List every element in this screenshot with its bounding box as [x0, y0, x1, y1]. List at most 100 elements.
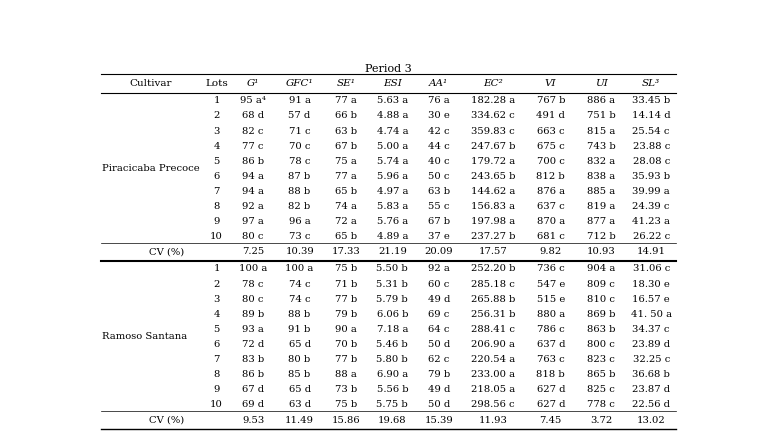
Text: 70 c: 70 c [289, 142, 310, 151]
Text: 298.56 c: 298.56 c [471, 401, 515, 409]
Text: 40 c: 40 c [428, 157, 449, 166]
Text: 863 b: 863 b [587, 325, 615, 334]
Text: 26.22 c: 26.22 c [633, 232, 670, 241]
Text: 7.45: 7.45 [540, 416, 562, 425]
Text: 4.74 a: 4.74 a [377, 127, 408, 136]
Text: 8: 8 [213, 202, 220, 211]
Text: Cultivar: Cultivar [130, 79, 172, 88]
Text: 5.63 a: 5.63 a [377, 96, 408, 105]
Text: 220.54 a: 220.54 a [471, 355, 515, 364]
Text: GFC¹: GFC¹ [286, 79, 313, 88]
Text: 5.96 a: 5.96 a [377, 172, 408, 181]
Text: SE¹: SE¹ [337, 79, 356, 88]
Text: 65 d: 65 d [289, 385, 311, 394]
Text: 41. 50 a: 41. 50 a [631, 310, 672, 319]
Text: 95 a⁴: 95 a⁴ [240, 96, 266, 105]
Text: 28.08 c: 28.08 c [632, 157, 670, 166]
Text: 55 c: 55 c [428, 202, 449, 211]
Text: 49 d: 49 d [428, 385, 450, 394]
Text: 73 c: 73 c [289, 232, 310, 241]
Text: 3.72: 3.72 [590, 416, 612, 425]
Text: 252.20 b: 252.20 b [471, 264, 515, 273]
Text: 865 b: 865 b [587, 370, 615, 379]
Text: 823 c: 823 c [587, 355, 615, 364]
Text: 60 c: 60 c [428, 280, 449, 289]
Text: 786 c: 786 c [537, 325, 565, 334]
Text: 700 c: 700 c [537, 157, 565, 166]
Text: 233.00 a: 233.00 a [471, 370, 515, 379]
Text: 2: 2 [213, 280, 220, 289]
Text: 5.76 a: 5.76 a [377, 217, 408, 226]
Text: G¹: G¹ [247, 79, 259, 88]
Text: 904 a: 904 a [587, 264, 615, 273]
Text: 247.67 b: 247.67 b [471, 142, 515, 151]
Text: 5.83 a: 5.83 a [377, 202, 408, 211]
Text: 6: 6 [214, 340, 220, 349]
Text: ESI: ESI [383, 79, 402, 88]
Text: 5.31 b: 5.31 b [377, 280, 409, 289]
Text: 77 a: 77 a [335, 96, 357, 105]
Text: 82 c: 82 c [243, 127, 264, 136]
Text: 70 b: 70 b [335, 340, 357, 349]
Text: 14.14 d: 14.14 d [632, 112, 671, 120]
Text: 832 a: 832 a [587, 157, 615, 166]
Text: 39.99 a: 39.99 a [632, 187, 670, 196]
Text: 736 c: 736 c [537, 264, 565, 273]
Text: 825 c: 825 c [587, 385, 615, 394]
Text: 13.02: 13.02 [637, 416, 666, 425]
Text: CV (%): CV (%) [149, 248, 184, 256]
Text: 10: 10 [210, 232, 223, 241]
Text: 7.25: 7.25 [242, 248, 265, 256]
Text: 7: 7 [213, 187, 220, 196]
Text: 10.39: 10.39 [285, 248, 314, 256]
Text: 50 d: 50 d [428, 340, 449, 349]
Text: 83 b: 83 b [242, 355, 265, 364]
Text: 49 d: 49 d [428, 295, 450, 304]
Text: 37 e: 37 e [428, 232, 449, 241]
Text: 763 c: 763 c [537, 355, 565, 364]
Text: 65 b: 65 b [335, 187, 357, 196]
Text: 36.68 b: 36.68 b [632, 370, 670, 379]
Text: 78 c: 78 c [289, 157, 310, 166]
Text: 1: 1 [213, 96, 220, 105]
Text: 71 b: 71 b [335, 280, 357, 289]
Text: 681 c: 681 c [537, 232, 565, 241]
Text: 74 c: 74 c [289, 295, 311, 304]
Text: 31.06 c: 31.06 c [632, 264, 670, 273]
Text: 77 c: 77 c [243, 142, 264, 151]
Text: 675 c: 675 c [537, 142, 565, 151]
Text: 288.41 c: 288.41 c [471, 325, 515, 334]
Text: 206.90 a: 206.90 a [471, 340, 515, 349]
Text: 63 b: 63 b [428, 187, 449, 196]
Text: 64 c: 64 c [428, 325, 449, 334]
Text: SL³: SL³ [642, 79, 660, 88]
Text: 5.80 b: 5.80 b [377, 355, 409, 364]
Text: 89 b: 89 b [242, 310, 265, 319]
Text: 94 a: 94 a [243, 172, 265, 181]
Text: 15.86: 15.86 [332, 416, 360, 425]
Text: 73 b: 73 b [335, 385, 357, 394]
Text: 11.93: 11.93 [478, 416, 507, 425]
Text: 1: 1 [213, 264, 220, 273]
Text: 68 d: 68 d [242, 112, 265, 120]
Text: 819 a: 819 a [587, 202, 615, 211]
Text: 5.79 b: 5.79 b [377, 295, 409, 304]
Text: 67 d: 67 d [242, 385, 265, 394]
Text: 5.00 a: 5.00 a [377, 142, 408, 151]
Text: 72 d: 72 d [242, 340, 265, 349]
Text: 5.56 b: 5.56 b [377, 385, 408, 394]
Text: 637 c: 637 c [537, 202, 565, 211]
Text: 11.49: 11.49 [285, 416, 314, 425]
Text: 359.83 c: 359.83 c [471, 127, 515, 136]
Text: 6.90 a: 6.90 a [377, 370, 408, 379]
Text: 92 a: 92 a [243, 202, 265, 211]
Text: 80 c: 80 c [243, 232, 264, 241]
Text: 156.83 a: 156.83 a [471, 202, 515, 211]
Text: 197.98 a: 197.98 a [471, 217, 515, 226]
Text: 4.88 a: 4.88 a [377, 112, 408, 120]
Text: 85 b: 85 b [289, 370, 311, 379]
Text: 21.19: 21.19 [378, 248, 407, 256]
Text: 96 a: 96 a [289, 217, 311, 226]
Text: 72 a: 72 a [335, 217, 357, 226]
Text: 14.91: 14.91 [637, 248, 666, 256]
